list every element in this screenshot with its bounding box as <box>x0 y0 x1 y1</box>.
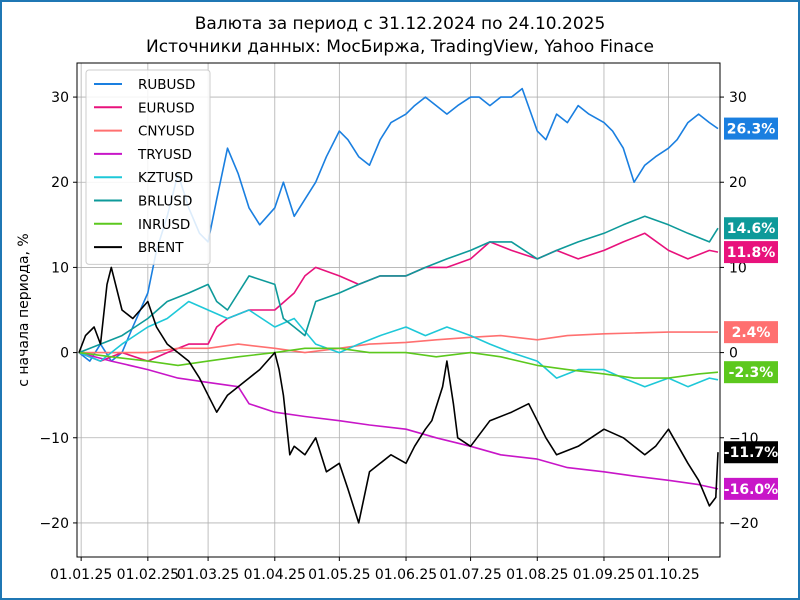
y-tick-label-right: −20 <box>729 516 759 532</box>
plot-border <box>76 62 721 558</box>
final-label-text: 2.4% <box>732 325 771 341</box>
y-tick-label: −20 <box>39 516 69 532</box>
y-tick-label-right: 10 <box>729 260 747 276</box>
legend-label: KZTUSD <box>138 170 193 186</box>
series-line-brlusd <box>78 215 719 354</box>
y-tick-label-right: 20 <box>729 175 747 191</box>
final-label-inrusd: -2.3% <box>724 361 778 384</box>
y-axis-label: с начала периода, % <box>16 233 32 387</box>
y-tick-label: 20 <box>51 175 69 191</box>
final-label-text: -16.0% <box>724 482 778 498</box>
legend: RUBUSD EURUSD CNYUSD TRYUSD KZTUSD BRLUSD INRU… <box>85 69 211 265</box>
x-tick-label: 01.02.25 <box>117 567 179 583</box>
chart-subtitle: Источники данных: МосБиржа, TradingView,… <box>146 37 654 57</box>
final-label-tryusd: -16.0% <box>724 477 778 500</box>
legend-label: INRUSD <box>138 217 190 233</box>
x-tick-label: 01.06.25 <box>375 567 437 583</box>
x-tick-label: 01.03.25 <box>177 567 239 583</box>
final-label-eurusd: 11.8% <box>724 241 778 264</box>
series-line-inrusd <box>78 347 719 379</box>
y-tick-label: −10 <box>39 431 69 447</box>
x-tick-label: 01.10.25 <box>637 567 699 583</box>
final-label-text: 14.6% <box>727 221 776 237</box>
y-tick-label-right: 0 <box>729 346 738 362</box>
series-line-cnyusd <box>79 331 718 354</box>
legend-label: RUBUSD <box>138 77 195 93</box>
plot-area <box>78 87 719 524</box>
final-label-text: 11.8% <box>727 245 776 261</box>
legend-label: BRLUSD <box>138 194 192 210</box>
x-tick-label: 01.08.25 <box>506 567 568 583</box>
final-label-brent: -11.7% <box>724 441 778 464</box>
y-tick-label: 0 <box>60 346 69 362</box>
series-line-kztusd <box>78 300 719 388</box>
y-tick-label-right: 30 <box>729 90 747 106</box>
final-value-labels: 26.3% 11.8% 2.4% -16.0% 14.6% -2.3% -11.7% <box>724 117 778 500</box>
final-label-rubusd: 26.3% <box>724 117 778 140</box>
legend-label: EURUSD <box>138 100 195 116</box>
legend-label: TRYUSD <box>137 147 192 163</box>
final-label-text: -11.7% <box>724 445 778 461</box>
chart-title: Валюта за период с 31.12.2024 по 24.10.2… <box>194 14 606 34</box>
final-label-text: -2.3% <box>729 365 774 381</box>
legend-label: BRENT <box>138 240 184 256</box>
legend-label: CNYUSD <box>138 124 195 140</box>
series-line-brent <box>78 266 719 524</box>
x-tick-label: 01.01.25 <box>50 567 112 583</box>
series-line-tryusd <box>78 351 719 490</box>
final-label-cnyusd: 2.4% <box>724 321 778 344</box>
x-tick-label: 01.04.25 <box>244 567 306 583</box>
legend-box <box>85 69 211 265</box>
x-tick-label: 01.07.25 <box>439 567 501 583</box>
y-tick-label: 10 <box>51 260 69 276</box>
final-label-text: 26.3% <box>727 122 776 138</box>
x-tick-label: 01.05.25 <box>308 567 370 583</box>
x-tick-label: 01.09.25 <box>573 567 635 583</box>
y-tick-label: 30 <box>51 90 69 106</box>
final-label-brlusd: 14.6% <box>724 217 778 240</box>
